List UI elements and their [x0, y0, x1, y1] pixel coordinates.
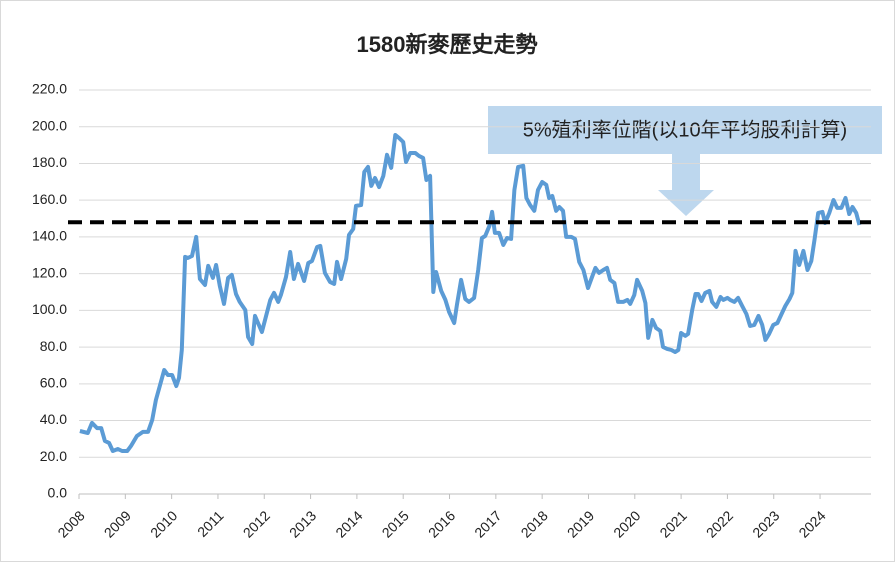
y-tick-label: 0.0 — [48, 485, 68, 501]
chart-title: 1580新麥歷史走勢 — [357, 32, 538, 57]
y-tick-label: 100.0 — [32, 301, 67, 317]
y-tick-label: 200.0 — [32, 117, 67, 133]
y-tick-label: 60.0 — [40, 375, 67, 391]
y-tick-label: 140.0 — [32, 228, 67, 244]
y-tick-label: 180.0 — [32, 154, 67, 170]
annotation-text: 5%殖利率位階(以10年平均股利計算) — [523, 118, 847, 141]
y-tick-label: 220.0 — [32, 81, 67, 97]
y-tick-label: 160.0 — [32, 191, 67, 207]
price-line — [79, 133, 862, 453]
y-tick-label: 40.0 — [40, 411, 67, 427]
y-tick-label: 20.0 — [40, 448, 67, 464]
annotation-box — [488, 106, 882, 154]
y-tick-label: 80.0 — [40, 338, 67, 354]
y-tick-label: 120.0 — [32, 264, 67, 280]
